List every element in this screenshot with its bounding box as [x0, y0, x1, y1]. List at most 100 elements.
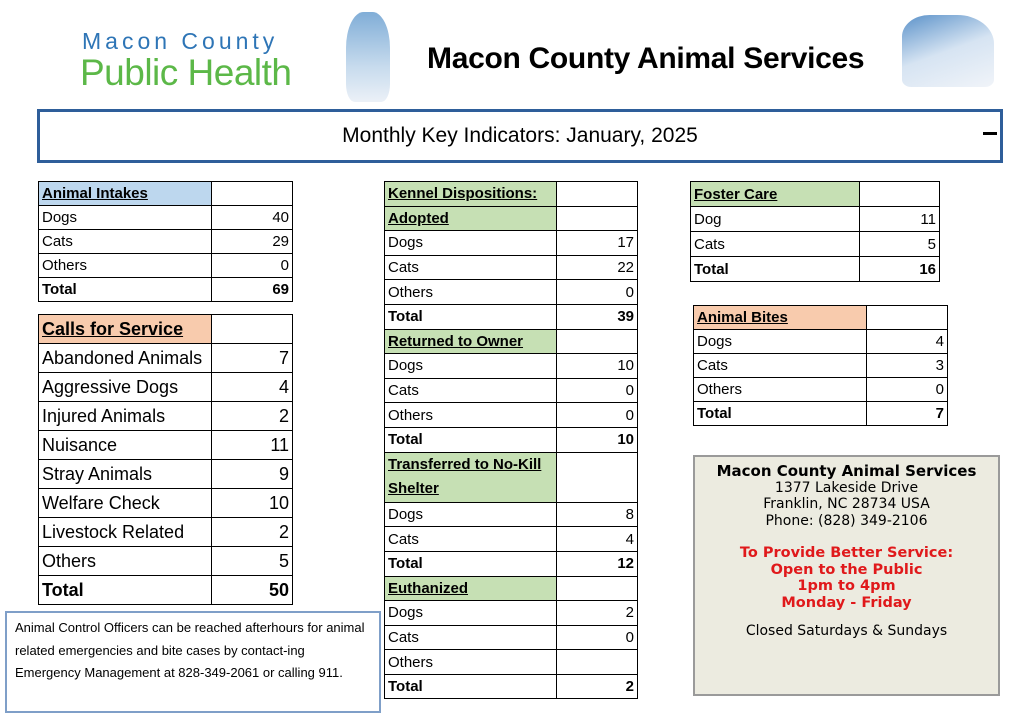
header-blank: [866, 305, 948, 330]
table-row: Cats 0: [384, 377, 638, 404]
table-row: Cats 29: [38, 229, 293, 254]
table-row: Dogs 10: [384, 353, 638, 379]
page-title: Macon County Animal Services: [427, 42, 865, 75]
row-value: 50: [211, 575, 293, 605]
row-value: 0: [866, 377, 948, 402]
table-row: Others 0: [384, 402, 638, 428]
table-row: Total 7: [693, 401, 948, 426]
row-value: 40: [211, 205, 293, 230]
table-header-row: Animal Bites: [693, 305, 948, 330]
table-header-row: Kennel Dispositions:: [384, 181, 638, 207]
table-header-row: Foster Care: [690, 181, 940, 207]
table-row: Total 12: [384, 550, 638, 577]
row-label: Livestock Related: [38, 517, 212, 547]
row-label: Total: [384, 303, 557, 330]
table-row: Dogs 8: [384, 501, 638, 528]
table-row: Others 5: [38, 546, 293, 576]
animal-intakes-table: Animal Intakes Dogs 40 Cats 29 Others 0 Total 69: [38, 181, 293, 302]
table-row: Cats 0: [384, 624, 638, 651]
info-closed: Closed Saturdays & Sundays: [745, 623, 948, 639]
row-label: Cats: [38, 229, 212, 254]
row-value: 2: [211, 401, 293, 431]
table-row: Stray Animals 9: [38, 459, 293, 489]
row-label: Injured Animals: [38, 401, 212, 431]
row-value: 0: [556, 624, 638, 651]
section-title: Adopted: [384, 205, 557, 232]
table-header-row: Animal Intakes: [38, 181, 293, 206]
row-label: Cats: [384, 624, 557, 651]
row-label: Total: [38, 575, 212, 605]
foster-care-table: Foster Care Dog 11 Cats 5 Total 16: [690, 181, 940, 282]
table-row: Aggressive Dogs 4: [38, 372, 293, 402]
row-label: Total: [384, 673, 557, 700]
row-value: 17: [556, 230, 638, 256]
row-label: Dogs: [693, 329, 867, 354]
row-label: Dogs: [384, 353, 557, 379]
row-value: 7: [211, 343, 293, 373]
table-row: Total 39: [384, 303, 638, 330]
row-value: 12: [556, 550, 638, 577]
table-row: Cats 22: [384, 254, 638, 281]
logo-public-health-text: Public Health: [80, 52, 292, 93]
row-label: Dogs: [384, 501, 557, 528]
header-blank: [859, 181, 940, 207]
row-label: Cats: [693, 353, 867, 378]
table-title: Kennel Dispositions:: [384, 181, 557, 207]
row-value: 0: [556, 279, 638, 305]
calls-for-service-table: Calls for Service Abandoned Animals 7 Aggre…: [38, 314, 293, 605]
table-row: Welfare Check 10: [38, 488, 293, 518]
row-label: Others: [693, 377, 867, 402]
table-row: Cats 4: [384, 526, 638, 552]
header-blank: [556, 181, 638, 207]
table-row: Total 50: [38, 575, 293, 605]
table-row: Abandoned Animals 7: [38, 343, 293, 373]
row-value: 9: [211, 459, 293, 489]
info-notice-1: To Provide Better Service:: [739, 545, 954, 561]
table-row: Others: [384, 649, 638, 675]
row-value: 4: [211, 372, 293, 402]
banner-dash: [983, 132, 997, 135]
table-row: Cats 3: [693, 353, 948, 378]
row-label: Total: [384, 426, 557, 453]
contact-info-box: Macon County Animal Services 1377 Lakesi…: [693, 455, 1000, 696]
row-label: Welfare Check: [38, 488, 212, 518]
row-label: Cats: [690, 231, 860, 257]
table-row: Total 16: [690, 256, 940, 282]
row-value: 0: [556, 377, 638, 404]
header-blank: [556, 328, 638, 355]
section-title: Euthanized: [384, 575, 557, 602]
row-label: Others: [384, 649, 557, 675]
table-row: Dogs 40: [38, 205, 293, 230]
row-label: Total: [38, 277, 212, 302]
row-value: 4: [556, 526, 638, 552]
row-label: Dogs: [38, 205, 212, 230]
row-value: 2: [556, 600, 638, 626]
info-address: 1377 Lakeside Drive: [774, 479, 919, 496]
row-label: Total: [384, 550, 557, 577]
row-value: [556, 649, 638, 675]
kennel-dispositions-table: Kennel Dispositions: Adopted Dogs 17 Cats 22 O…: [384, 181, 638, 700]
table-header-row: Calls for Service: [38, 314, 293, 344]
row-label: Aggressive Dogs: [38, 372, 212, 402]
row-value: 29: [211, 229, 293, 254]
row-value: 2: [556, 673, 638, 700]
row-value: 10: [556, 426, 638, 453]
row-value: 69: [211, 277, 293, 302]
info-city: Franklin, NC 28734 USA: [763, 496, 930, 512]
table-title: Calls for Service: [38, 314, 212, 344]
table-row: Others 0: [384, 279, 638, 305]
table-title: Animal Bites: [693, 305, 867, 330]
section-title: Returned to Owner: [384, 328, 557, 355]
dog-image: [902, 15, 994, 87]
row-value: 10: [556, 353, 638, 379]
report-banner: Monthly Key Indicators: January, 2025: [37, 109, 1003, 163]
table-title: Animal Intakes: [38, 181, 212, 206]
table-row: Total 2: [384, 673, 638, 700]
header-blank: [556, 205, 638, 232]
row-label: Others: [384, 279, 557, 305]
row-value: 0: [556, 402, 638, 428]
row-value: 5: [211, 546, 293, 576]
row-label: Cats: [384, 526, 557, 552]
header-blank: [211, 314, 293, 344]
info-notice-3: 1pm to 4pm: [797, 578, 896, 594]
